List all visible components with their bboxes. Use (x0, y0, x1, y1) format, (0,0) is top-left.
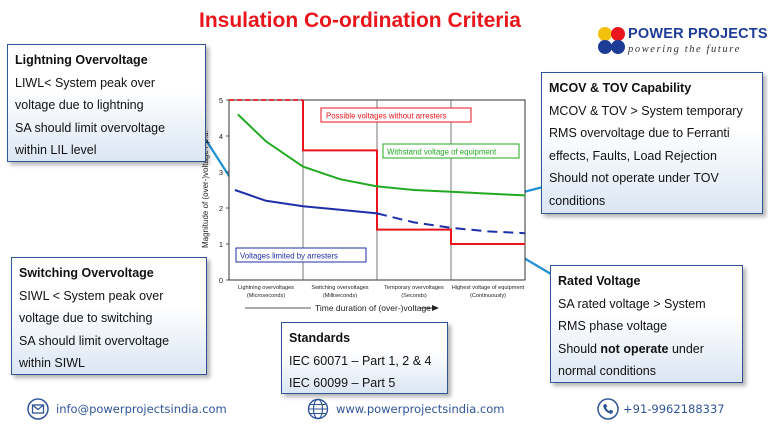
logo-dots-icon (594, 25, 626, 57)
phone-icon (597, 398, 619, 420)
label-limited-text: Voltages limited by arresters (240, 252, 338, 261)
lightning-line: SA should limit overvoltage (15, 120, 166, 135)
logo: POWER PROJECTS powering the future (594, 25, 768, 61)
mcov-line: RMS overvoltage due to Ferranti (549, 126, 730, 140)
label-without-arresters: Possible voltages without arresters (320, 107, 472, 123)
lightning-line: within LIL level (15, 143, 97, 157)
y-tick-label: 5 (219, 96, 223, 105)
x-category-label: Switching overvoltages (311, 285, 368, 291)
xlabel-arrowhead (432, 305, 439, 311)
email-text: info@powerprojectsindia.com (56, 402, 227, 416)
logo-brand: POWER PROJECTS (628, 26, 768, 42)
lightning-overvoltage-box: Lightning Overvoltage LIWL< System peak … (7, 44, 206, 162)
rated-line-3: Should not operate under (558, 338, 735, 361)
x-category-label: (Milliseconds) (323, 293, 357, 299)
series-limited-by-arresters-dashed (376, 212, 526, 235)
y-tick-label: 0 (219, 276, 223, 285)
mcov-line: Should not operate under TOV (549, 171, 719, 185)
footer-website[interactable]: www.powerprojectsindia.com (307, 398, 507, 422)
chart-ylabel: Magnitude of (over-)voltage / p.u. (201, 130, 210, 248)
lightning-line: LIWL< System peak over (15, 75, 155, 90)
label-withstand: Withstand voltage of equipment (382, 143, 520, 159)
mcov-line: effects, Faults, Load Rejection (549, 148, 717, 163)
switching-line: within SIWL (19, 356, 85, 370)
page-title: Insulation Co-ordination Criteria (198, 9, 521, 32)
label-limited: Voltages limited by arresters (235, 247, 367, 263)
standards-box: Standards IEC 60071 – Part 1, 2 & 4 IEC … (281, 322, 448, 394)
label-withstand-text: Withstand voltage of equipment (387, 148, 497, 157)
y-tick-label: 3 (219, 168, 223, 177)
overvoltage-chart: 0 1 2 3 4 5 Lightning overvoltages (Microsecon… (201, 96, 526, 313)
label-without-arresters-text: Possible voltages without arresters (326, 112, 447, 121)
switching-overvoltage-box: Switching Overvoltage SIWL < System peak… (11, 257, 207, 375)
rated-heading: Rated Voltage (558, 274, 641, 288)
rated-line-3-post: under (668, 341, 704, 356)
x-category-label: Temporary overvoltages (384, 285, 444, 291)
y-tick-label: 2 (219, 204, 223, 213)
rated-line-3-bold: not operate (600, 341, 669, 356)
x-category-label: Highest voltage of equipment (452, 285, 525, 291)
footer-email[interactable]: info@powerprojectsindia.com (27, 398, 227, 422)
series-without-arresters (302, 100, 525, 245)
chart-xlabel: Time duration of (over-)voltage (315, 303, 431, 313)
switching-heading: Switching Overvoltage (19, 266, 154, 280)
mcov-tov-box: MCOV & TOV Capability MCOV & TOV > Syste… (541, 72, 763, 214)
switching-line: SA should limit overvoltage (19, 333, 170, 348)
rated-line: SA rated voltage > System (558, 296, 706, 311)
rated-line: normal conditions (558, 364, 656, 378)
x-category-label: (Seconds) (401, 293, 427, 299)
rated-line: RMS phase voltage (558, 319, 668, 333)
lightning-line: voltage due to lightning (15, 98, 144, 112)
mcov-line: MCOV & TOV > System temporary (549, 103, 743, 118)
x-category-label: (Microseconds) (247, 293, 285, 299)
standards-line: IEC 60099 – Part 5 (289, 376, 396, 390)
rated-voltage-box: Rated Voltage SA rated voltage > System … (550, 265, 743, 383)
phone-text: +91-9962188337 (623, 402, 725, 416)
footer-phone[interactable]: +91-9962188337 (597, 398, 757, 422)
logo-tagline: powering the future (628, 44, 741, 55)
website-text: www.powerprojectsindia.com (336, 402, 505, 416)
x-category-label: Lightning overvoltages (238, 285, 294, 291)
series-withstand (237, 113, 526, 197)
switching-line: voltage due to switching (19, 311, 153, 325)
standards-line: IEC 60071 – Part 1, 2 & 4 (289, 353, 432, 368)
globe-icon (307, 398, 329, 420)
lightning-heading: Lightning Overvoltage (15, 53, 148, 67)
switching-line: SIWL < System peak over (19, 288, 164, 303)
mcov-line: conditions (549, 193, 606, 208)
y-tick-label: 4 (219, 132, 223, 141)
series-limited-by-arresters (234, 189, 378, 215)
mail-icon (27, 398, 49, 420)
standards-heading: Standards (289, 331, 351, 345)
rated-line-3-pre: Should (558, 341, 601, 356)
x-category-label: (Continuously) (470, 293, 506, 299)
mcov-heading: MCOV & TOV Capability (549, 81, 692, 95)
y-tick-label: 1 (219, 240, 223, 249)
